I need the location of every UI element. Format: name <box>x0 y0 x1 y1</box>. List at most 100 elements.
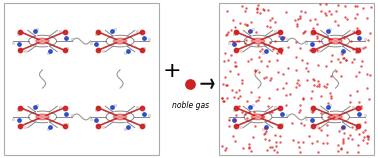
Point <box>242 112 248 115</box>
Point <box>295 79 301 81</box>
Point <box>262 131 268 134</box>
Point <box>314 151 321 154</box>
Point <box>304 62 310 64</box>
Point <box>253 100 259 103</box>
Point <box>281 36 287 39</box>
Point <box>94 49 101 52</box>
Point <box>17 106 23 109</box>
Point <box>364 17 370 20</box>
Point <box>355 106 361 109</box>
Point <box>260 52 266 55</box>
Point <box>10 42 16 45</box>
Point <box>308 33 314 35</box>
Point <box>356 132 363 135</box>
Point <box>351 31 357 33</box>
Point <box>236 105 242 107</box>
Point <box>238 126 244 128</box>
Point <box>272 105 278 108</box>
Point <box>349 125 355 128</box>
Point <box>354 26 360 29</box>
Point <box>45 128 51 131</box>
Point <box>47 125 53 128</box>
Point <box>250 103 256 106</box>
Point <box>256 96 262 99</box>
Point <box>342 16 348 19</box>
Point <box>328 13 335 16</box>
Point <box>260 43 266 45</box>
Point <box>232 125 239 128</box>
Point <box>273 140 279 143</box>
Point <box>326 37 332 40</box>
Point <box>244 116 250 119</box>
Text: +: + <box>163 61 181 81</box>
Point <box>277 125 284 128</box>
Point <box>230 18 236 21</box>
Point <box>274 58 280 61</box>
Point <box>260 128 266 131</box>
Point <box>310 77 316 80</box>
Point <box>22 126 28 128</box>
Point <box>308 97 314 99</box>
Point <box>69 38 75 40</box>
Point <box>316 83 322 86</box>
Point <box>316 127 322 129</box>
Point <box>367 74 373 76</box>
Point <box>303 67 309 69</box>
Point <box>232 61 238 63</box>
Point <box>221 60 227 62</box>
Point <box>266 97 272 99</box>
Point <box>301 123 307 126</box>
Polygon shape <box>329 38 342 44</box>
Point <box>344 151 350 153</box>
Point <box>232 65 238 68</box>
Polygon shape <box>255 40 261 42</box>
Point <box>280 73 286 75</box>
Point <box>248 149 254 152</box>
Point <box>351 58 357 60</box>
Point <box>347 100 353 103</box>
Point <box>228 29 234 31</box>
Point <box>219 144 225 147</box>
Point <box>362 113 368 116</box>
Point <box>357 123 363 125</box>
Point <box>246 147 252 149</box>
Point <box>141 123 147 125</box>
Point <box>315 126 321 128</box>
Point <box>290 139 296 142</box>
Point <box>338 147 344 149</box>
Point <box>239 110 245 113</box>
Point <box>235 72 241 75</box>
FancyBboxPatch shape <box>4 3 159 155</box>
Point <box>301 31 307 33</box>
Point <box>296 146 302 149</box>
Point <box>294 82 300 84</box>
Point <box>224 33 230 35</box>
Point <box>239 79 245 81</box>
Point <box>94 125 101 128</box>
Point <box>272 21 278 24</box>
Point <box>285 66 291 69</box>
Point <box>94 106 101 109</box>
Point <box>244 24 250 27</box>
Point <box>308 142 314 145</box>
Point <box>263 76 269 78</box>
Point <box>279 37 285 39</box>
Point <box>279 47 285 49</box>
Point <box>229 88 235 91</box>
Point <box>356 37 362 39</box>
Point <box>47 50 53 52</box>
Point <box>277 141 283 144</box>
Point <box>263 65 270 68</box>
Point <box>316 85 322 88</box>
Point <box>314 80 321 83</box>
Point <box>318 128 324 131</box>
Point <box>266 59 272 62</box>
Point <box>310 106 316 109</box>
Point <box>328 60 334 63</box>
Point <box>338 147 344 150</box>
Point <box>314 85 320 87</box>
Point <box>323 3 329 5</box>
Point <box>325 30 331 33</box>
Point <box>299 59 305 61</box>
Polygon shape <box>251 38 265 44</box>
